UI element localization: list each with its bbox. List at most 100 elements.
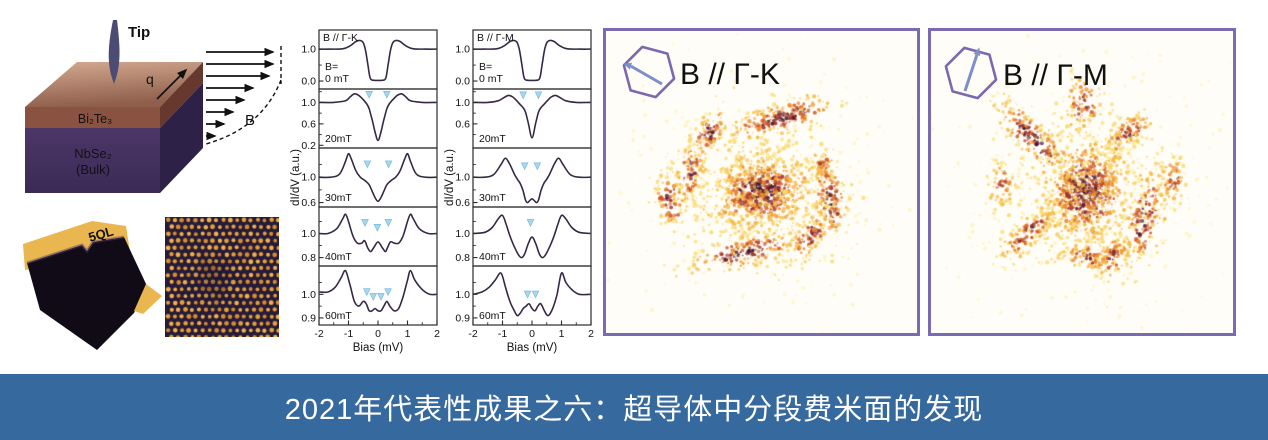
y-tick-label: 1.0 — [455, 44, 470, 56]
didv-curve — [319, 152, 437, 203]
x-tick-label: -2 — [314, 328, 323, 340]
didv-curve — [319, 269, 437, 313]
gold-corner — [134, 284, 162, 314]
y-tick-label: 0.8 — [301, 252, 316, 264]
atomic-lattice-image — [165, 217, 279, 337]
field-label: 60mT — [325, 310, 352, 322]
feature-arrow-marker — [369, 293, 378, 301]
y-tick-label: 1.0 — [301, 228, 316, 240]
b-envelope-dashed-curve — [205, 79, 282, 145]
y-axis-label: dI/dV (a.u.) — [290, 149, 302, 206]
x-tick-label: 2 — [588, 328, 594, 340]
film-front-face — [25, 107, 160, 128]
y-tick-label: 0.6 — [455, 197, 470, 209]
y-tick-label: 0.6 — [455, 118, 470, 130]
tip-label: Tip — [128, 24, 150, 41]
spectra-column-gamma-m: dI/dV (a.u.)1.00.0B=0 mTB // Γ-M1.00.620… — [444, 29, 594, 354]
qpi-title: B // Γ-K — [680, 58, 780, 91]
caption-banner: 2021年代表性成果之六：超导体中分段费米面的发现 — [0, 374, 1268, 440]
y-tick-label: 1.0 — [455, 172, 470, 184]
flake-edge-fringe — [26, 235, 125, 265]
y-tick-label: 1.0 — [301, 97, 316, 109]
q-arrow — [156, 68, 188, 100]
bulk-label-line1: NbSe₂ — [74, 146, 112, 161]
field-label: 30mT — [325, 192, 352, 204]
didv-curve — [473, 94, 591, 139]
bulk-label-line2: (Bulk) — [76, 162, 110, 177]
didv-curve — [473, 272, 591, 317]
field-label: 0 mT — [479, 73, 504, 85]
topography-image: 5QL 4QL — [23, 221, 162, 350]
feature-arrow-marker — [361, 219, 369, 227]
field-label: 20mT — [325, 133, 352, 145]
y-tick-label: 0.9 — [301, 312, 316, 324]
feature-arrow-marker — [377, 293, 385, 301]
y-tick-label: 0.0 — [455, 76, 470, 88]
b-label: B — [245, 112, 255, 129]
qpi-title: B // Γ-M — [1003, 59, 1108, 92]
qpi-panel-gamma-k: B // Γ-K — [603, 28, 920, 336]
brillouin-hexagon-icon — [622, 45, 676, 99]
feature-arrow-marker — [384, 288, 392, 297]
label-5ql: 5QL — [87, 223, 115, 244]
y-tick-label: 1.0 — [301, 44, 316, 56]
feature-arrow-marker — [373, 223, 382, 232]
x-tick-label: 2 — [434, 328, 440, 340]
feature-arrow-marker — [384, 160, 393, 169]
y-tick-label: 1.0 — [301, 172, 316, 184]
field-label: 20mT — [479, 133, 506, 145]
field-label: B= — [479, 61, 492, 73]
film-label: Bi₂Te₃ — [78, 112, 112, 126]
y-tick-label: 0.0 — [301, 76, 316, 88]
feature-arrow-marker — [363, 160, 372, 169]
field-label: 40mT — [479, 251, 506, 263]
qpi-overlay-gamma-k: B // Γ-K — [622, 45, 780, 99]
y-tick-label: 0.6 — [301, 197, 316, 209]
feature-arrow-marker — [523, 290, 532, 299]
device-schematic: Tip Bi₂Te₃ NbSe₂ (Bulk) q B — [25, 20, 282, 193]
feature-arrow-marker — [534, 91, 543, 100]
caption-text: 2021年代表性成果之六：超导体中分段费米面的发现 — [284, 394, 984, 426]
panel-title: B // Γ-K — [323, 32, 358, 44]
feature-arrow-marker — [533, 162, 542, 171]
field-label: 60mT — [479, 310, 506, 322]
label-4ql: 4QL — [82, 325, 109, 344]
field-label: B= — [325, 61, 338, 73]
feature-arrow-marker — [526, 219, 535, 227]
brillouin-hexagon-icon — [944, 46, 998, 100]
film-side-face — [160, 62, 203, 128]
q-label: q — [146, 71, 154, 87]
flake-4ql-region — [27, 237, 147, 350]
spectra-column-gamma-k: dI/dV (a.u.)1.00.0B=0 mTB // Γ-K1.00.60.… — [290, 29, 440, 354]
b-field-arrows — [206, 47, 275, 141]
y-tick-label: 1.0 — [455, 289, 470, 301]
x-tick-label: -1 — [498, 328, 507, 340]
feature-arrow-marker — [384, 219, 393, 227]
x-tick-label: 0 — [375, 328, 381, 340]
field-label: 40mT — [325, 251, 352, 263]
x-tick-label: -2 — [468, 328, 477, 340]
field-label: 30mT — [479, 192, 506, 204]
qpi-panel-gamma-m: B // Γ-M — [928, 28, 1236, 336]
y-axis-label: dI/dV (a.u.) — [444, 149, 456, 206]
didv-curve — [319, 92, 437, 142]
bulk-front-face — [25, 128, 160, 193]
x-axis-label: Bias (mV) — [353, 342, 404, 354]
feature-arrow-marker — [531, 290, 540, 299]
feature-arrow-marker — [383, 91, 391, 99]
didv-curve — [319, 213, 437, 253]
bulk-side-face — [160, 83, 203, 193]
didv-curve — [473, 157, 591, 204]
sample-top-face — [25, 62, 203, 107]
x-tick-label: 0 — [529, 328, 535, 340]
qpi-overlay-gamma-m: B // Γ-M — [944, 46, 1108, 100]
y-tick-label: 0.9 — [455, 312, 470, 324]
tip-icon — [108, 20, 120, 84]
feature-arrow-marker — [519, 91, 527, 100]
y-tick-label: 1.0 — [455, 97, 470, 109]
y-tick-label: 1.0 — [301, 289, 316, 301]
didv-curve — [319, 39, 437, 82]
feature-arrow-marker — [365, 91, 373, 99]
panel-title: B // Γ-M — [477, 32, 514, 44]
field-label: 0 mT — [325, 73, 350, 85]
